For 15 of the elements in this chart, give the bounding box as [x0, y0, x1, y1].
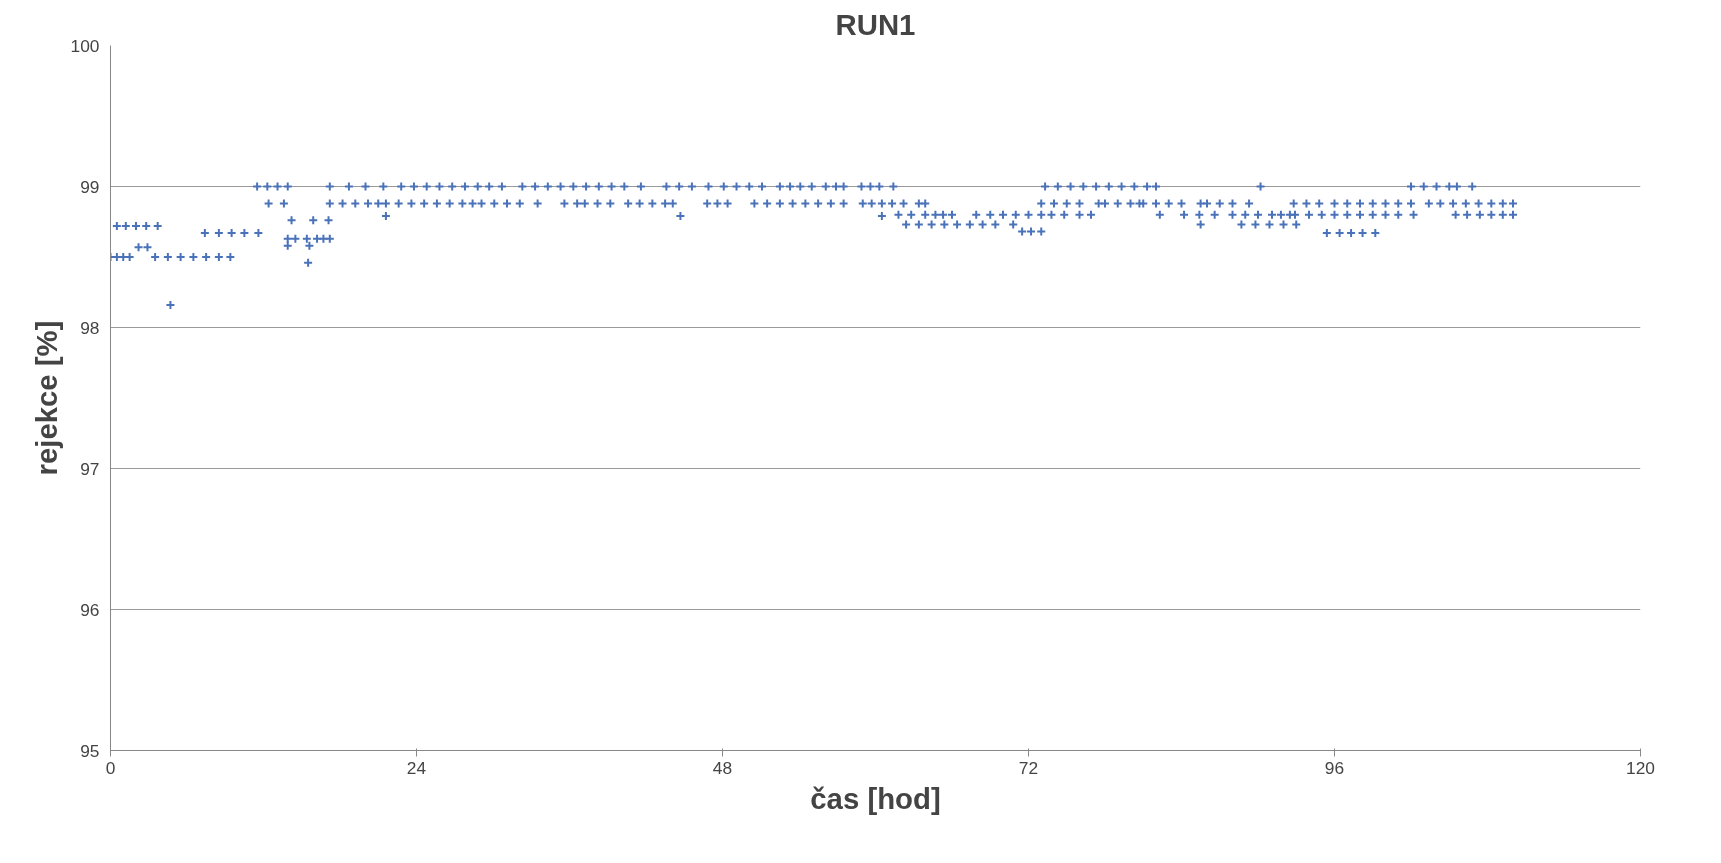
y-tick-label: 100: [70, 35, 100, 56]
y-axis-title: rejekce [%]: [29, 320, 63, 476]
y-tick-label: 99: [80, 176, 100, 197]
y-tick-label: 95: [80, 740, 100, 761]
y-tick-label: 98: [80, 317, 100, 338]
x-tick-label: 48: [712, 757, 733, 778]
x-tick-label: 24: [406, 757, 427, 778]
x-tick-label: 0: [105, 757, 116, 778]
x-tick-label: 120: [1626, 757, 1655, 778]
x-tick-label: 72: [1018, 757, 1039, 778]
chart-title: RUN1: [835, 7, 916, 41]
x-tick-label: 96: [1324, 757, 1345, 778]
y-tick-label: 96: [80, 599, 100, 620]
x-axis-title: čas [hod]: [810, 781, 941, 815]
y-tick-label: 97: [80, 458, 100, 479]
